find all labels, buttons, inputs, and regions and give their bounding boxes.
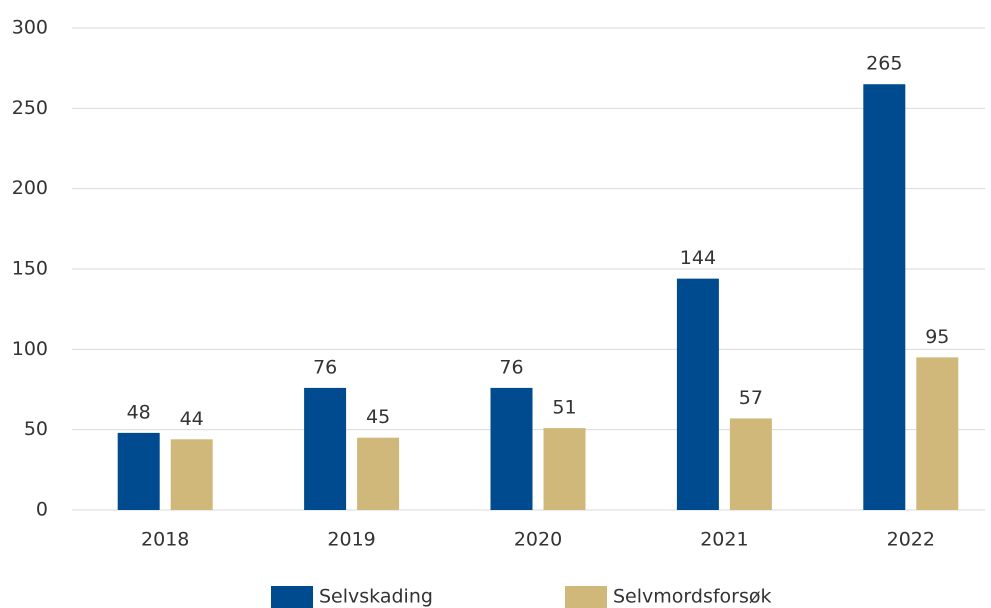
value-label: 57 [739,387,763,409]
bar [304,387,347,510]
value-label: 76 [499,356,523,378]
bar [543,428,586,510]
value-label: 45 [366,406,390,428]
value-label: 265 [866,53,902,75]
value-label: 95 [925,326,949,348]
legend-swatch [271,586,313,608]
x-tick-label: 2022 [887,529,935,551]
legend-label: Selvmordsforsøk [613,586,772,608]
bar [117,432,160,510]
bar [357,437,400,510]
y-tick-label: 200 [12,177,48,199]
value-label: 76 [313,356,337,378]
x-tick-label: 2021 [700,529,748,551]
y-tick-label: 250 [12,97,48,119]
bar [676,278,719,510]
bar [729,418,772,510]
x-tick-label: 2018 [141,529,189,551]
bar [916,357,959,510]
y-tick-label: 300 [12,17,48,39]
y-tick-label: 50 [24,418,48,440]
value-label: 51 [552,397,576,419]
y-tick-label: 150 [12,258,48,280]
x-tick-label: 2019 [327,529,375,551]
value-label: 48 [127,401,151,423]
legend-label: Selvskading [319,586,433,608]
y-tick-label: 0 [36,499,48,521]
legend-swatch [565,586,607,608]
bar [170,439,213,510]
bar [490,387,533,510]
value-label: 144 [680,247,716,269]
x-tick-label: 2020 [514,529,562,551]
y-tick-label: 100 [12,338,48,360]
value-label: 44 [180,408,204,430]
bar [863,84,906,510]
